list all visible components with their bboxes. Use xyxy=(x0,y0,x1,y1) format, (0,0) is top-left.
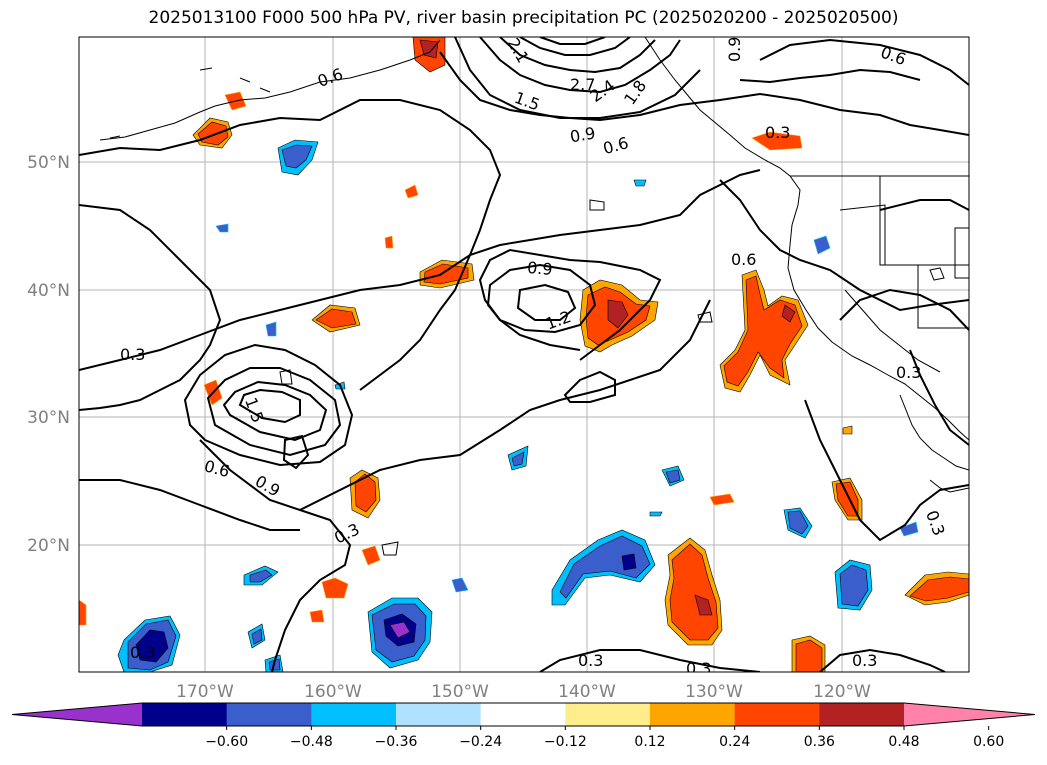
coastlines xyxy=(99,37,969,556)
contour-label: 0.9 xyxy=(725,37,744,62)
lon-label-170w: 170°W xyxy=(176,682,234,702)
contour-label: 0.3 xyxy=(120,345,145,364)
colorbar-tick-label: −0.24 xyxy=(459,734,502,750)
colorbar-tick-label: −0.48 xyxy=(290,734,333,750)
colorbar-swatch xyxy=(480,703,566,726)
lon-label-150w: 150°W xyxy=(431,682,489,702)
map-title: 2025013100 F000 500 hPa PV, river basin … xyxy=(148,8,899,28)
colorbar-tick-label: −0.36 xyxy=(375,734,418,750)
colorbar-swatch xyxy=(226,703,312,726)
colorbar-tick-label: 0.36 xyxy=(804,734,835,750)
colorbar-swatch xyxy=(142,703,228,726)
lat-label-50n: 50°N xyxy=(27,153,70,173)
latitude-labels: 50°N 40°N 30°N 20°N xyxy=(27,153,70,556)
colorbar: −0.60 −0.48 −0.36 −0.24 −0.12 0.12 0.24 0.36 0.4… xyxy=(11,702,1036,750)
lon-label-120w: 120°W xyxy=(813,682,871,702)
lat-label-20n: 20°N xyxy=(27,536,70,556)
contour-label: 0.9 xyxy=(526,258,553,279)
colorbar-tick-label: 0.24 xyxy=(719,734,750,750)
colorbar-tick-label: 0.12 xyxy=(634,734,665,750)
colorbar-swatch xyxy=(734,703,820,726)
colorbar-tick-label: −0.12 xyxy=(544,734,587,750)
colorbar-swatch xyxy=(311,703,397,726)
contour-label: 0.3 xyxy=(130,643,155,662)
contour-label: 0.3 xyxy=(686,659,711,678)
contour-label: 0.3 xyxy=(765,123,790,142)
longitude-labels: 170°W 160°W 150°W 140°W 130°W 120°W xyxy=(176,682,871,702)
lon-label-130w: 130°W xyxy=(685,682,743,702)
colorbar-swatch xyxy=(565,703,651,726)
precipitation-patches xyxy=(79,37,969,672)
pv-contours xyxy=(79,37,969,672)
lon-label-160w: 160°W xyxy=(304,682,362,702)
colorbar-tick-label: 0.60 xyxy=(973,734,1004,750)
contour-label: 0.9 xyxy=(568,123,596,146)
contour-label: 0.3 xyxy=(852,651,877,670)
colorbar-extend-low xyxy=(12,703,142,726)
colorbar-tick-label: −0.60 xyxy=(205,734,248,750)
contour-label: 0.3 xyxy=(896,363,921,382)
lat-label-40n: 40°N xyxy=(27,281,70,301)
colorbar-tick-label: 0.48 xyxy=(888,734,919,750)
contour-label: 2.7 xyxy=(570,75,595,94)
colorbar-outline xyxy=(11,702,1036,727)
contour-label: 0.6 xyxy=(731,250,756,269)
lon-label-140w: 140°W xyxy=(558,682,616,702)
colorbar-extend-high xyxy=(904,703,1035,726)
contour-label: 0.3 xyxy=(578,651,603,670)
lat-label-30n: 30°N xyxy=(27,408,70,428)
colorbar-swatch xyxy=(396,703,482,726)
map-frame xyxy=(78,36,970,673)
colorbar-swatch xyxy=(650,703,736,726)
map-plot-area: 0.3 0.3 0.3 0.3 0.3 0.3 0.3 0.3 0.6 0.6 … xyxy=(79,37,969,678)
colorbar-swatch xyxy=(819,703,905,726)
